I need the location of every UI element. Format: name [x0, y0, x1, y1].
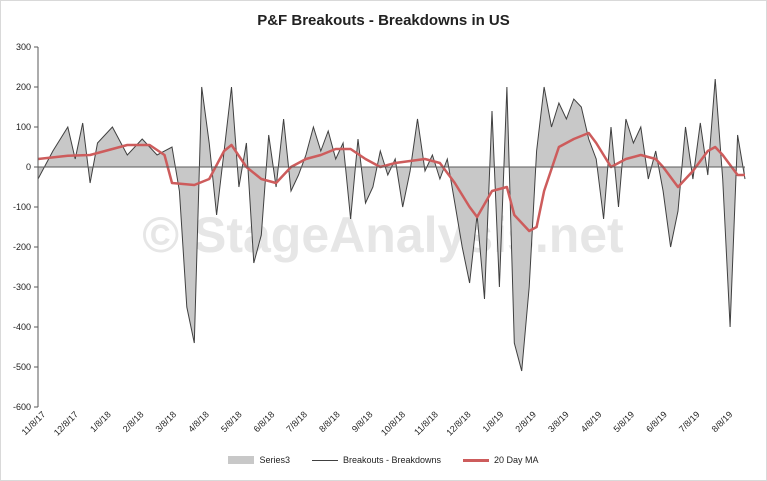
legend-swatch-series3	[228, 456, 255, 464]
x-tick-label: 2/8/19	[513, 409, 538, 434]
x-tick-label: 4/8/18	[186, 409, 211, 434]
legend-item-series3: Series3	[228, 455, 290, 465]
y-tick-label: -100	[13, 202, 31, 212]
legend-label-breakouts: Breakouts - Breakdowns	[342, 455, 442, 465]
y-tick-label: -200	[13, 242, 31, 252]
x-tick-label: 1/8/18	[88, 409, 113, 434]
y-tick-label: -500	[13, 362, 31, 372]
x-tick-label: 2/8/18	[121, 409, 146, 434]
breakouts-breakdowns-line	[37, 78, 746, 372]
x-tick-label: 12/8/17	[52, 409, 80, 437]
legend-item-breakouts: Breakouts - Breakdowns	[311, 455, 442, 465]
x-tick-label: 12/8/18	[444, 409, 472, 437]
legend-label-series3: Series3	[259, 455, 290, 465]
x-tick-label: 7/8/19	[677, 409, 702, 434]
watermark-text: © StageAnalysis.net	[142, 207, 624, 263]
series3-area	[38, 79, 745, 371]
x-tick-label: 7/8/18	[284, 409, 309, 434]
x-tick-label: 4/8/19	[579, 409, 604, 434]
x-tick-label: 11/8/18	[412, 409, 440, 437]
ma-line	[37, 131, 745, 233]
chart-title: P&F Breakouts - Breakdowns in US	[257, 12, 510, 29]
x-tick-label: 5/8/18	[219, 409, 244, 434]
x-tick-label: 11/8/17	[20, 409, 48, 437]
legend-label-ma: 20 Day MA	[494, 455, 539, 465]
x-tick-label: 3/8/18	[154, 409, 179, 434]
legend-swatch-ma	[463, 458, 490, 462]
y-tick-label: 0	[26, 162, 31, 172]
series3-area-layer	[38, 79, 745, 371]
x-tick-label: 6/8/19	[644, 409, 669, 434]
legend-item-ma: 20 Day MA	[463, 455, 539, 465]
x-tick-label: 8/8/18	[317, 409, 342, 434]
legend-swatch-breakouts	[311, 459, 338, 461]
x-tick-label: 10/8/18	[379, 409, 407, 437]
y-tick-label: 300	[16, 42, 31, 52]
x-tick-label: 9/8/18	[350, 409, 375, 434]
x-tick-label: 8/8/19	[710, 409, 735, 434]
x-tick-label: 6/8/18	[252, 409, 277, 434]
x-tick-label: 3/8/19	[546, 409, 571, 434]
x-tick-label: 1/8/19	[481, 409, 506, 434]
y-tick-label: 200	[16, 82, 31, 92]
legend: Series3 Breakouts - Breakdowns 20 Day MA	[0, 455, 767, 465]
y-tick-label: 100	[16, 122, 31, 132]
y-tick-label: -300	[13, 282, 31, 292]
y-tick-label: -600	[13, 402, 31, 412]
y-tick-label: -400	[13, 322, 31, 332]
x-tick-label: 5/8/19	[612, 409, 637, 434]
ma-line-layer	[37, 131, 745, 233]
breakouts-breakdowns-line-layer	[37, 78, 746, 372]
